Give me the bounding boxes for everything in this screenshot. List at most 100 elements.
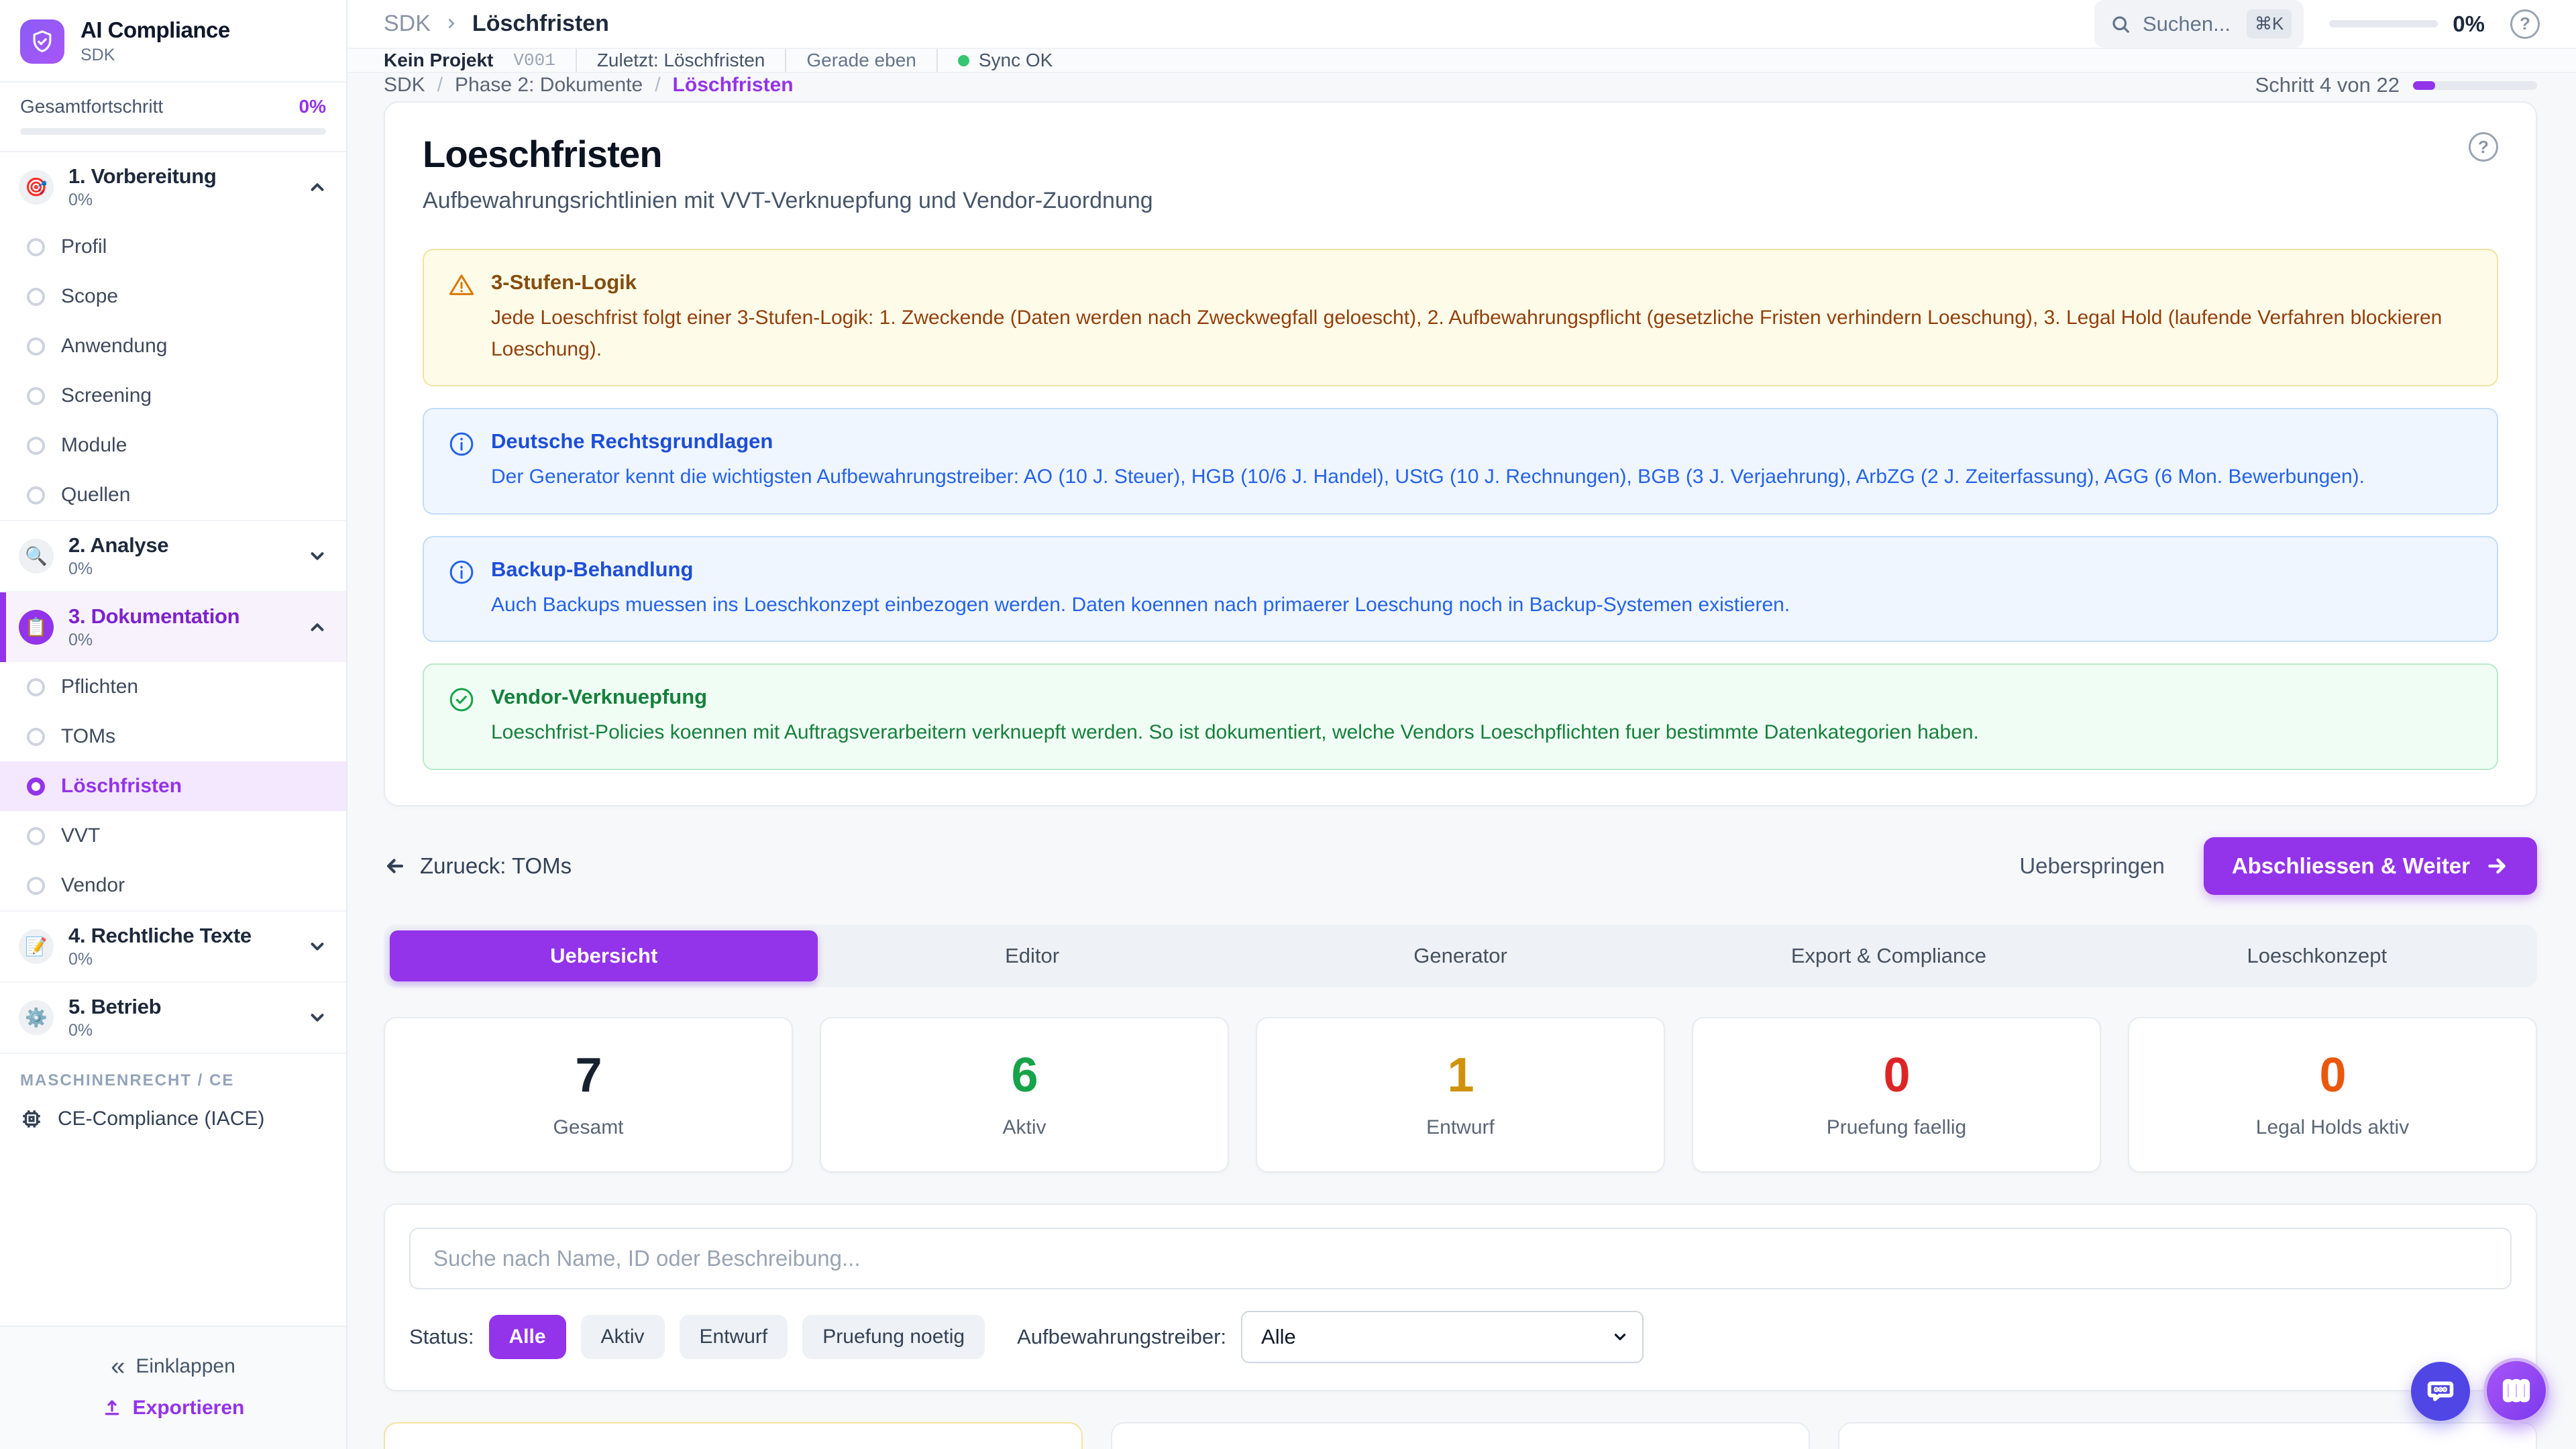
status-filter-label: Status: — [409, 1324, 474, 1348]
radio-icon — [27, 386, 45, 405]
warning-triangle-icon — [449, 274, 474, 295]
main-column: SDK Löschfristen Suchen... ⌘K 0% ? — [347, 0, 2576, 1449]
sidebar-item-vendor[interactable]: Vendor — [0, 861, 346, 910]
nav-item-label: Vendor — [61, 874, 125, 896]
policy-card[interactable] — [1838, 1421, 2537, 1449]
tab-uebersicht[interactable]: Uebersicht — [390, 930, 818, 981]
page-breadcrumb-row: SDK / Phase 2: Dokumente / Löschfristen … — [347, 73, 2576, 97]
driver-select[interactable]: Alle — [1241, 1310, 1644, 1363]
tab-loeschkonzept[interactable]: Loeschkonzept — [2247, 943, 2387, 967]
radio-icon — [27, 237, 45, 256]
sidebar-item-screening[interactable]: Screening — [0, 371, 346, 421]
status-chip-alle[interactable]: Alle — [488, 1314, 566, 1359]
phase-label: 1. Vorbereitung — [68, 164, 217, 188]
sidebar-item-profil[interactable]: Profil — [0, 222, 346, 272]
nav-item-label: TOMs — [61, 725, 116, 747]
sidebar-item-ce-compliance[interactable]: CE-Compliance (IACE) — [0, 1097, 346, 1145]
stat-legal-holds: 0 Legal Holds aktiv — [2128, 1016, 2537, 1173]
global-search[interactable]: Suchen... ⌘K — [2094, 0, 2304, 48]
loeschfristen-card: Loeschfristen Aufbewahrungsrichtlinien m… — [384, 101, 2537, 806]
wizard-progress: Schritt 4 von 22 — [2255, 73, 2537, 97]
last-visited: Zuletzt: Löschfristen — [596, 50, 765, 70]
phase-progress: 0% — [68, 1021, 93, 1040]
page-subtitle: Aufbewahrungsrichtlinien mit VVT-Verknue… — [423, 188, 1153, 213]
sidebar-phase-analyse[interactable]: 🔍 2. Analyse 0% — [0, 521, 346, 591]
sync-label: Sync OK — [978, 50, 1053, 70]
sidebar-item-quellen[interactable]: Quellen — [0, 470, 346, 520]
policy-card[interactable] — [1111, 1421, 1810, 1449]
sidebar-item-scope[interactable]: Scope — [0, 272, 346, 321]
tab-export-compliance[interactable]: Export & Compliance — [1790, 943, 1987, 967]
phase-label: 5. Betrieb — [68, 995, 162, 1018]
collapse-label: Einklappen — [136, 1355, 235, 1377]
sidebar-item-module[interactable]: Module — [0, 421, 346, 470]
chat-fab-button[interactable] — [2411, 1362, 2470, 1421]
sidebar-item-anwendung[interactable]: Anwendung — [0, 321, 346, 371]
project-name: Kein Projekt — [384, 50, 494, 70]
shield-check-icon — [20, 19, 64, 64]
help-button[interactable]: ? — [2510, 9, 2540, 39]
sidebar-item-pflichten[interactable]: Pflichten — [0, 662, 346, 712]
stat-label: Pruefung faellig — [1826, 1116, 1967, 1138]
wizard-step-label: Schritt 4 von 22 — [2255, 73, 2400, 97]
status-chip-pruefung-noetig[interactable]: Pruefung noetig — [802, 1314, 985, 1359]
policy-search-input[interactable] — [409, 1227, 2512, 1289]
skip-button[interactable]: Ueberspringen — [2019, 853, 2165, 878]
sidebar-phase-dokumentation[interactable]: 📋 3. Dokumentation 0% — [0, 592, 346, 662]
sidebar-nav: 🎯 1. Vorbereitung 0% Profil Scope — [0, 152, 346, 1326]
info-circle-icon — [449, 432, 474, 456]
divider — [936, 49, 938, 72]
back-button[interactable]: Zurueck: TOMs — [384, 853, 572, 879]
version-badge: V001 — [513, 50, 555, 70]
info-box-rechtsgrundlagen: Deutsche Rechtsgrundlagen Der Generator … — [423, 408, 2498, 515]
sidebar-header: AI Compliance SDK — [0, 0, 346, 83]
next-label: Abschliessen & Weiter — [2231, 853, 2470, 878]
info-box-title: Deutsche Rechtsgrundlagen — [491, 429, 773, 453]
sync-status: Sync OK — [957, 50, 1053, 71]
stat-entwurf: 1 Entwurf — [1256, 1016, 1665, 1173]
arrow-right-icon — [2488, 858, 2506, 873]
tab-editor[interactable]: Editor — [1005, 943, 1060, 967]
chat-bubble-icon — [2427, 1381, 2454, 1401]
export-button[interactable]: Exportieren — [0, 1387, 346, 1429]
arrow-left-icon — [386, 858, 404, 873]
nav-item-label: Scope — [61, 285, 119, 307]
sidebar-phase-betrieb[interactable]: ⚙️ 5. Betrieb 0% — [0, 983, 346, 1053]
phase-progress: 0% — [68, 631, 93, 649]
sidebar-item-vvt[interactable]: VVT — [0, 811, 346, 861]
policy-card[interactable] — [384, 1421, 1083, 1449]
sidebar-item-loeschfristen[interactable]: Löschfristen — [0, 761, 346, 811]
memo-icon: 📝 — [19, 929, 54, 964]
chevron-down-icon — [311, 943, 324, 951]
wizard-progress-fill — [2413, 80, 2436, 90]
finish-next-button[interactable]: Abschliessen & Weiter — [2203, 837, 2537, 895]
columns-icon — [2502, 1379, 2530, 1403]
breadcrumb-sdk[interactable]: SDK — [384, 74, 425, 96]
card-help-button[interactable]: ? — [2469, 132, 2498, 162]
stat-label: Aktiv — [1002, 1116, 1046, 1138]
check-circle-icon — [449, 688, 474, 712]
divider: / — [437, 74, 443, 96]
clipboard-icon: 📋 — [19, 610, 54, 645]
status-chip-entwurf[interactable]: Entwurf — [679, 1314, 788, 1359]
topbar: SDK Löschfristen Suchen... ⌘K 0% ? — [347, 0, 2576, 49]
status-chip-aktiv[interactable]: Aktiv — [580, 1314, 665, 1359]
filter-card: Status: Alle Aktiv Entwurf Pruefung noet… — [384, 1203, 2537, 1391]
stat-value: 7 — [575, 1048, 602, 1102]
sidebar-item-toms[interactable]: TOMs — [0, 712, 346, 761]
overall-progress-value: 0% — [299, 96, 326, 117]
phase-label: 2. Analyse — [68, 533, 169, 557]
sidebar-phase-rechtliche-texte[interactable]: 📝 4. Rechtliche Texte 0% — [0, 912, 346, 981]
sidebar-phase-vorbereitung[interactable]: 🎯 1. Vorbereitung 0% — [0, 152, 346, 222]
target-icon: 🎯 — [19, 170, 54, 205]
columns-fab-button[interactable] — [2483, 1358, 2549, 1424]
collapse-sidebar-button[interactable]: « Einklappen — [0, 1346, 346, 1387]
breadcrumb-root[interactable]: SDK — [384, 11, 431, 36]
back-label: Zurueck: TOMs — [420, 853, 572, 878]
magnifier-icon: 🔍 — [19, 539, 54, 574]
breadcrumb-phase[interactable]: Phase 2: Dokumente — [455, 74, 643, 96]
overall-progress-label: Gesamtfortschritt — [20, 96, 164, 117]
stat-gesamt: 7 Gesamt — [384, 1016, 793, 1173]
tab-generator[interactable]: Generator — [1413, 943, 1507, 967]
